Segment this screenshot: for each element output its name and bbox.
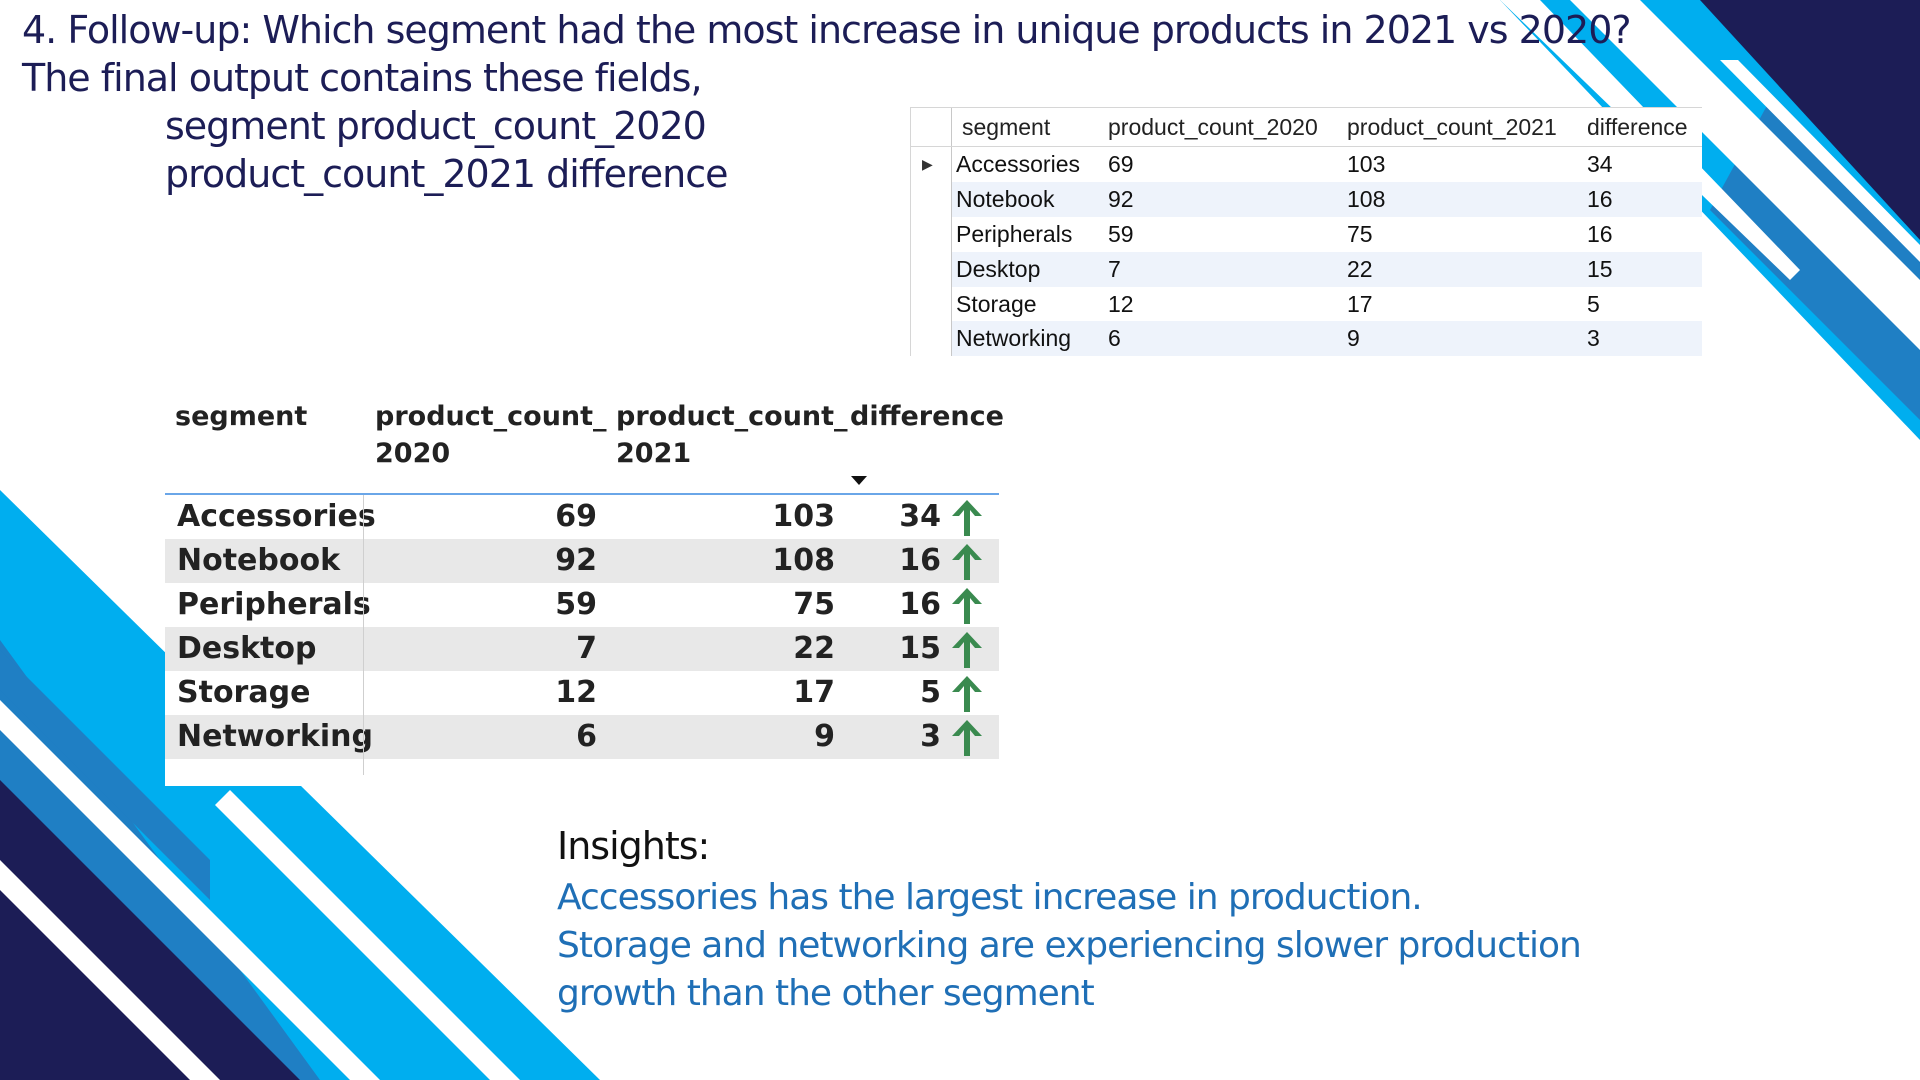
grid-cell-2020: 69 (1108, 151, 1134, 177)
grid-cell-2020: 6 (1108, 325, 1121, 351)
table-cell-segment: Networking (177, 719, 373, 754)
table-cell-2020: 12 (555, 675, 597, 710)
table-cell-2021: 17 (793, 675, 835, 710)
grid-cell-diff: 5 (1587, 291, 1600, 317)
table-header-2020-line-2: 2020 (375, 438, 451, 469)
table-cell-2020: 59 (555, 587, 597, 622)
table-cell-diff: 5 (920, 675, 941, 710)
column-divider (363, 495, 364, 775)
table-cell-2020: 69 (555, 499, 597, 534)
grid-cell-segment: Storage (956, 291, 1037, 317)
table-row[interactable]: Storage 12 17 5 (952, 287, 1702, 322)
table-cell-diff: 34 (899, 499, 941, 534)
table-cell-segment: Accessories (177, 499, 376, 534)
insights-heading: Insights: (557, 824, 710, 868)
table-header-2021-line-1: product_count_ (616, 401, 848, 432)
table-cell-segment: Storage (177, 675, 311, 710)
table-cell-2020: 7 (576, 631, 597, 666)
grid-cell-2021: 75 (1347, 221, 1373, 247)
table-cell-diff: 3 (920, 719, 941, 754)
table-cell-2021: 108 (772, 543, 835, 578)
table-header-2020[interactable]: product_count_ 2020 (375, 398, 607, 472)
grid-cell-segment: Desktop (956, 256, 1041, 282)
table-cell-diff: 15 (899, 631, 941, 666)
green-up-arrow-icon (952, 588, 982, 624)
header-divider (165, 493, 999, 495)
grid-header-2021[interactable]: product_count_2021 (1347, 114, 1557, 140)
table-row[interactable]: Accessories 69 103 34 (165, 495, 999, 539)
table-row[interactable]: Networking 6 9 3 (165, 715, 999, 759)
table-header-2020-line-1: product_count_ (375, 401, 607, 432)
grid-cell-2020: 7 (1108, 256, 1121, 282)
table-cell-2021: 103 (772, 499, 835, 534)
title-line-1: 4. Follow-up: Which segment had the most… (22, 8, 1632, 52)
table-row[interactable]: Accessories 69 103 34 (952, 147, 1702, 182)
grid-cell-2021: 22 (1347, 256, 1373, 282)
table-cell-segment: Desktop (177, 631, 317, 666)
grid-cell-2020: 92 (1108, 186, 1134, 212)
grid-cell-diff: 34 (1587, 151, 1613, 177)
table-row[interactable]: Notebook 92 108 16 (165, 539, 999, 583)
table-cell-diff: 16 (899, 587, 941, 622)
grid-cell-segment: Networking (956, 325, 1072, 351)
grid-header-difference[interactable]: difference (1587, 114, 1688, 140)
table-cell-2020: 6 (576, 719, 597, 754)
grid-cell-diff: 16 (1587, 221, 1613, 247)
grid-cell-diff: 16 (1587, 186, 1613, 212)
fields-line-2: product_count_2021 difference (165, 152, 728, 196)
table-row[interactable]: Peripherals 59 75 16 (952, 217, 1702, 252)
grid-cell-diff: 15 (1587, 256, 1613, 282)
table-cell-2021: 22 (793, 631, 835, 666)
row-pointer-triangle-icon: ▶ (922, 156, 933, 172)
grid-cell-diff: 3 (1587, 325, 1600, 351)
table-row[interactable]: Desktop 7 22 15 (165, 627, 999, 671)
row-selector-rail (910, 107, 952, 356)
table-row[interactable]: Desktop 7 22 15 (952, 252, 1702, 287)
title-line-2: The final output contains these fields, (22, 56, 703, 100)
table-row[interactable]: Networking 6 9 3 (952, 321, 1702, 356)
table-row[interactable]: Peripherals 59 75 16 (165, 583, 999, 627)
table-cell-2020: 92 (555, 543, 597, 578)
table-header-2021[interactable]: product_count_ 2021 (616, 398, 848, 472)
table-header-2021-line-2: 2021 (616, 438, 692, 469)
green-up-arrow-icon (952, 632, 982, 668)
output-fields: segment product_count_2020 product_count… (165, 102, 728, 198)
table-cell-segment: Peripherals (177, 587, 371, 622)
green-up-arrow-icon (952, 544, 982, 580)
grid-header-2020[interactable]: product_count_2020 (1108, 114, 1318, 140)
table-row[interactable]: Storage 12 17 5 (165, 671, 999, 715)
sql-result-grid: segment product_count_2020 product_count… (910, 107, 1702, 356)
green-up-arrow-icon (952, 720, 982, 756)
table-header-segment[interactable]: segment (175, 401, 308, 432)
fields-line-1: segment product_count_2020 (165, 104, 707, 148)
table-cell-2021: 75 (793, 587, 835, 622)
grid-header-segment[interactable]: segment (962, 114, 1051, 140)
green-up-arrow-icon (952, 500, 982, 536)
grid-cell-2020: 59 (1108, 221, 1134, 247)
grid-cell-segment: Peripherals (956, 221, 1073, 247)
insights-text: Accessories has the largest increase in … (557, 874, 1582, 1018)
table-header-difference[interactable]: difference (850, 401, 1004, 432)
grid-cell-2021: 17 (1347, 291, 1373, 317)
grid-cell-segment: Notebook (956, 186, 1055, 212)
grid-header: segment product_count_2020 product_count… (910, 107, 1702, 147)
table-cell-diff: 16 (899, 543, 941, 578)
insight-line-1: Accessories has the largest increase in … (557, 877, 1423, 918)
table-cell-segment: Notebook (177, 543, 341, 578)
grid-cell-2021: 103 (1347, 151, 1386, 177)
grid-cell-2021: 9 (1347, 325, 1360, 351)
insight-line-2: Storage and networking are experiencing … (557, 925, 1582, 966)
report-table: segment product_count_ 2020 product_coun… (165, 390, 1004, 786)
page-title: 4. Follow-up: Which segment had the most… (22, 6, 1632, 102)
table-cell-2021: 9 (814, 719, 835, 754)
grid-cell-2021: 108 (1347, 186, 1386, 212)
table-row[interactable]: Notebook 92 108 16 (952, 182, 1702, 217)
sort-descending-icon[interactable] (851, 476, 867, 485)
insight-line-3: growth than the other segment (557, 973, 1095, 1014)
grid-cell-segment: Accessories (956, 151, 1080, 177)
grid-cell-2020: 12 (1108, 291, 1134, 317)
green-up-arrow-icon (952, 676, 982, 712)
